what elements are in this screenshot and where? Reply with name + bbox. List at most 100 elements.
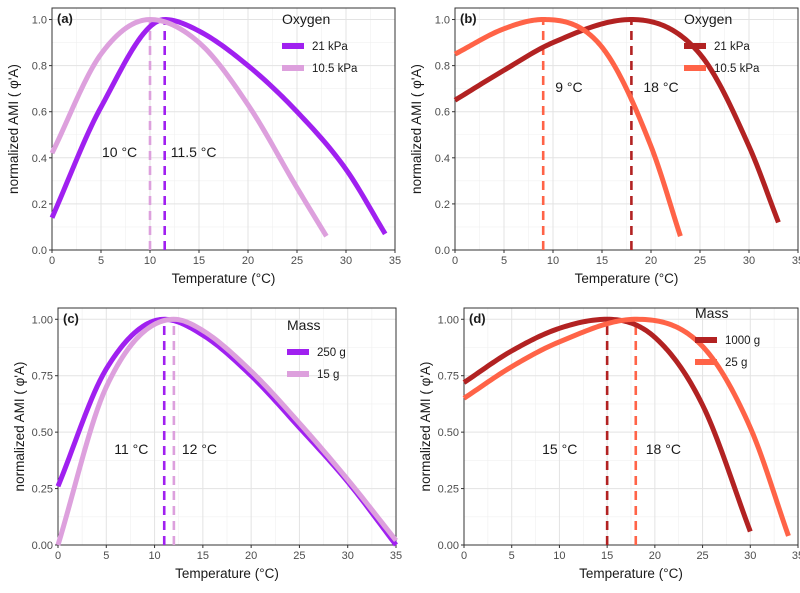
y-tick-label: 0.2 [32,199,47,211]
legend-label: 25 g [725,357,747,369]
panel-label: (a) [57,11,73,26]
x-tick-label: 0 [461,550,467,562]
y-tick-label: 0.25 [438,484,459,496]
x-tick-label: 20 [649,550,661,562]
y-tick-label: 0.50 [438,427,459,439]
topt-annotation: 11 °C [114,441,148,457]
x-tick-label: 35 [792,255,800,267]
x-tick-label: 5 [103,550,109,562]
panel-c: 0 5 10 15 20 25 30 35 0.00 0.25 0.50 0.75 1.00 Temper… [12,307,402,581]
y-tick-label: 0.0 [32,245,47,257]
x-tick-label: 15 [193,255,205,267]
legend: Oxygen 21 kPa 10.5 kPa [684,11,760,75]
legend-label: 21 kPa [312,41,348,53]
x-tick-label: 0 [452,255,458,267]
x-axis-title: Temperature (°C) [575,271,679,286]
x-tick-label: 35 [389,255,401,267]
panel-border [57,307,397,546]
panel-border [454,7,799,251]
panel-d: 0 5 10 15 20 25 30 35 0.00 0.25 0.50 0.75 1.00 Temper… [418,305,800,581]
y-axis-title: normalized AMI ( φ'A) [409,64,424,194]
panel-b: 0 5 10 15 20 25 30 35 0.0 0.2 0.4 0.6 0.8 1.0 Temperat… [409,7,800,286]
legend: Oxygen 21 kPa 10.5 kPa [282,11,358,75]
legend: Mass 1000 g 25 g [695,305,760,369]
y-tick-label: 0.50 [32,427,53,439]
x-tick-label: 0 [49,255,55,267]
y-tick-label: 1.0 [32,15,47,27]
x-tick-label: 5 [98,255,104,267]
legend-label: 1000 g [725,335,760,347]
series-line-10.5-kpa [453,17,683,237]
y-tick-label: 0.4 [435,153,450,165]
x-tick-label: 15 [197,550,209,562]
panel-label: (d) [469,311,486,326]
legend-label: 15 g [317,369,339,381]
y-tick-label: 0.25 [32,484,53,496]
legend-title: Mass [695,305,728,321]
panel-a: 0 5 10 15 20 25 30 35 0.0 0.2 0.4 0.6 0.8 1.0 Temperat… [6,7,401,286]
y-tick-label: 1.00 [32,314,53,326]
legend-label: 250 g [317,347,346,359]
legend-label: 10.5 kPa [714,63,760,75]
panel-label: (b) [460,11,477,26]
x-tick-label: 30 [340,255,352,267]
x-tick-label: 30 [743,255,755,267]
legend-title: Oxygen [282,11,330,27]
topt-annotation: 10 °C [102,144,137,160]
y-tick-label: 0.0 [435,245,450,257]
legend-label: 10.5 kPa [312,63,358,75]
y-tick-label: 0.00 [438,540,459,552]
panel-label: (c) [63,311,79,326]
x-tick-label: 15 [601,550,613,562]
series-line-10.5-kpa [49,17,329,238]
y-tick-label: 1.00 [438,314,459,326]
x-tick-label: 10 [553,550,565,562]
x-tick-label: 20 [245,550,257,562]
y-tick-label: 0.4 [32,153,47,165]
series-line-21-kpa [49,17,388,236]
x-tick-label: 25 [293,550,305,562]
x-tick-label: 0 [55,550,61,562]
topt-annotation: 18 °C [646,441,681,457]
panel-border [463,307,799,546]
y-axis-title: normalized AMI ( φ'A) [418,362,433,492]
y-tick-label: 0.6 [32,107,47,119]
y-tick-label: 0.75 [32,371,53,383]
x-tick-label: 10 [148,550,160,562]
topt-annotation: 12 °C [182,441,217,457]
legend-title: Mass [287,317,320,333]
x-tick-label: 30 [342,550,354,562]
y-tick-label: 0.8 [435,61,450,73]
y-tick-label: 0.8 [32,61,47,73]
x-tick-label: 20 [645,255,657,267]
series-line-21-kpa [453,17,781,224]
legend: Mass 250 g 15 g [287,317,346,381]
topt-annotation: 9 °C [555,79,582,95]
topt-annotation: 18 °C [643,79,678,95]
x-tick-label: 5 [509,550,515,562]
x-tick-label: 35 [792,550,800,562]
y-axis-title: normalized AMI ( φ'A) [6,64,21,194]
x-tick-label: 35 [390,550,402,562]
x-tick-label: 10 [144,255,156,267]
y-tick-label: 1.0 [435,15,450,27]
y-tick-label: 0.6 [435,107,450,119]
y-tick-label: 0.00 [32,540,53,552]
x-tick-label: 10 [547,255,559,267]
y-tick-label: 0.2 [435,199,450,211]
x-tick-label: 25 [696,550,708,562]
y-axis-title: normalized AMI ( φ'A) [12,362,27,492]
x-axis-title: Temperature (°C) [172,271,276,286]
series-line-1000-g [462,316,753,533]
x-axis-title: Temperature (°C) [175,566,279,581]
x-tick-label: 20 [242,255,254,267]
topt-annotation: 15 °C [542,441,577,457]
topt-annotation: 11.5 °C [171,144,217,160]
panel-border [51,7,396,251]
x-tick-label: 15 [596,255,608,267]
series-line-25-g [462,316,791,537]
x-tick-label: 25 [694,255,706,267]
x-tick-label: 5 [501,255,507,267]
x-axis-title: Temperature (°C) [579,566,683,581]
